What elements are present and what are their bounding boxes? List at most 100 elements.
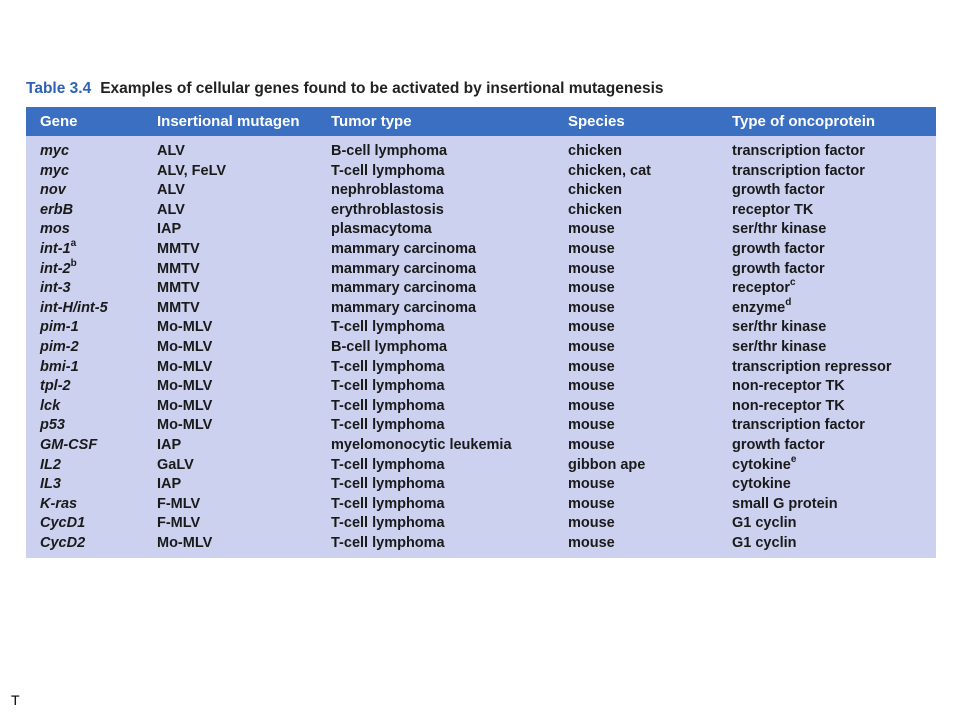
cell-tumor-type: T-cell lymphoma xyxy=(331,514,445,534)
cell-tumor-type: T-cell lymphoma xyxy=(331,318,445,338)
cell-species: mouse xyxy=(568,397,615,417)
cell-gene-text: myc xyxy=(40,162,70,179)
cell-species: mouse xyxy=(568,475,615,495)
cell-oncoprotein-footnote: d xyxy=(785,296,792,308)
cell-tumor-type: T-cell lymphoma xyxy=(331,162,445,182)
header-mutagen: Insertional mutagen xyxy=(157,113,300,130)
cell-species-text: mouse xyxy=(568,534,615,551)
cell-species-text: mouse xyxy=(568,417,615,434)
cell-gene-text: K-ras xyxy=(40,495,78,512)
cell-gene: bmi-1 xyxy=(40,358,79,378)
cell-mutagen: ALV, FeLV xyxy=(157,162,226,182)
cell-oncoprotein-text: ser/thr kinase xyxy=(732,221,827,238)
cell-oncoprotein: receptor TK xyxy=(732,201,813,221)
cell-gene-text: int-2 xyxy=(40,260,71,277)
footer-mark: T xyxy=(11,692,20,708)
cell-tumor-type: B-cell lymphoma xyxy=(331,142,447,162)
cell-mutagen: MMTV xyxy=(157,240,200,260)
cell-oncoprotein-text: receptor TK xyxy=(732,201,814,218)
cell-species: mouse xyxy=(568,299,615,319)
cell-tumor-type-text: T-cell lymphoma xyxy=(331,397,445,414)
cell-gene-footnote: b xyxy=(70,257,77,269)
cell-gene: p53 xyxy=(40,416,65,436)
cell-mutagen: F-MLV xyxy=(157,514,200,534)
cell-tumor-type: B-cell lymphoma xyxy=(331,338,447,358)
cell-species: chicken, cat xyxy=(568,162,651,182)
cell-tumor-type-text: mammary carcinoma xyxy=(331,240,477,257)
cell-oncoprotein: transcription factor xyxy=(732,416,865,436)
header-tumor-type: Tumor type xyxy=(331,113,412,130)
cell-species: mouse xyxy=(568,358,615,378)
cell-oncoprotein-text: G1 cyclin xyxy=(732,515,797,532)
cell-oncoprotein: ser/thr kinase xyxy=(732,338,826,358)
table-row: mos IAP plasmacytoma mouse ser/thr kinase xyxy=(26,220,936,240)
cell-oncoprotein: ser/thr kinase xyxy=(732,318,826,338)
cell-mutagen-text: ALV xyxy=(157,143,185,159)
cell-species-text: chicken xyxy=(568,143,622,159)
cell-mutagen-text: IAP xyxy=(157,436,182,453)
table-row: p53 Mo-MLV T-cell lymphoma mouse transcripti… xyxy=(26,416,936,436)
cell-mutagen: GaLV xyxy=(157,456,194,476)
cell-species: mouse xyxy=(568,279,615,299)
cell-mutagen-text: IAP xyxy=(157,221,182,238)
cell-oncoprotein-text: non-receptor TK xyxy=(732,378,845,395)
table-row: CycD2 Mo-MLV T-cell lymphoma mouse G1 cyclin xyxy=(26,534,936,554)
cell-species-text: mouse xyxy=(568,240,615,257)
cell-mutagen-text: MMTV xyxy=(157,299,200,316)
cell-tumor-type-text: plasmacytoma xyxy=(331,221,432,238)
cell-species-text: chicken, cat xyxy=(568,162,652,179)
cell-mutagen: Mo-MLV xyxy=(157,338,212,358)
cell-species-text: mouse xyxy=(568,476,615,493)
cell-mutagen: IAP xyxy=(157,220,181,240)
cell-tumor-type: T-cell lymphoma xyxy=(331,358,445,378)
cell-species-text: mouse xyxy=(568,515,615,532)
cell-oncoprotein-text: small G protein xyxy=(732,495,838,512)
cell-species-text: mouse xyxy=(568,378,615,395)
cell-mutagen: Mo-MLV xyxy=(157,358,212,378)
cell-oncoprotein: growth factor xyxy=(732,181,825,201)
cell-species: chicken xyxy=(568,181,622,201)
cell-gene-text: myc xyxy=(40,143,70,159)
cell-tumor-type: T-cell lymphoma xyxy=(331,456,445,476)
cell-gene: nov xyxy=(40,181,66,201)
cell-oncoprotein-text: transcription factor xyxy=(732,143,865,159)
cell-gene-text: p53 xyxy=(40,417,65,434)
cell-oncoprotein-text: growth factor xyxy=(732,260,825,277)
cell-gene-text: erbB xyxy=(40,201,74,218)
gene-table: Gene Insertional mutagen Tumor type Spec… xyxy=(26,107,936,558)
cell-oncoprotein-text: growth factor xyxy=(732,436,825,453)
table-row: tpl-2 Mo-MLV T-cell lymphoma mouse non-recep… xyxy=(26,377,936,397)
cell-mutagen-text: IAP xyxy=(157,476,182,493)
table-row: myc ALV, FeLV T-cell lymphoma chicken, cat t… xyxy=(26,162,936,182)
cell-mutagen: MMTV xyxy=(157,279,200,299)
cell-gene: lck xyxy=(40,397,60,417)
cell-tumor-type: T-cell lymphoma xyxy=(331,495,445,515)
cell-oncoprotein-text: transcription repressor xyxy=(732,358,892,375)
cell-oncoprotein: growth factor xyxy=(732,436,825,456)
cell-oncoprotein-text: growth factor xyxy=(732,240,825,257)
cell-species-text: mouse xyxy=(568,397,615,414)
cell-tumor-type-text: T-cell lymphoma xyxy=(331,319,445,336)
cell-mutagen-text: Mo-MLV xyxy=(157,358,213,375)
cell-tumor-type-text: T-cell lymphoma xyxy=(331,476,445,493)
cell-oncoprotein: non-receptor TK xyxy=(732,377,845,397)
cell-tumor-type-text: T-cell lymphoma xyxy=(331,358,445,375)
cell-oncoprotein-text: receptor xyxy=(732,280,791,297)
cell-species: mouse xyxy=(568,416,615,436)
cell-tumor-type-text: erythroblastosis xyxy=(331,201,444,218)
cell-tumor-type: nephroblastoma xyxy=(331,181,444,201)
cell-species: mouse xyxy=(568,318,615,338)
cell-species: mouse xyxy=(568,260,615,280)
cell-mutagen-text: GaLV xyxy=(157,456,194,473)
cell-mutagen-text: MMTV xyxy=(157,280,200,297)
table-header: Gene Insertional mutagen Tumor type Spec… xyxy=(26,107,936,136)
cell-gene: mos xyxy=(40,220,70,240)
cell-species: gibbon ape xyxy=(568,456,645,476)
cell-oncoprotein: cytokinee xyxy=(732,454,796,476)
table-row: IL3 IAP T-cell lymphoma mouse cytokine xyxy=(26,475,936,495)
cell-species: mouse xyxy=(568,534,615,554)
cell-tumor-type-text: mammary carcinoma xyxy=(331,280,477,297)
cell-oncoprotein: G1 cyclin xyxy=(732,534,796,554)
cell-tumor-type: T-cell lymphoma xyxy=(331,416,445,436)
table-row: int-2b MMTV mammary carcinoma mouse growth f… xyxy=(26,257,936,280)
